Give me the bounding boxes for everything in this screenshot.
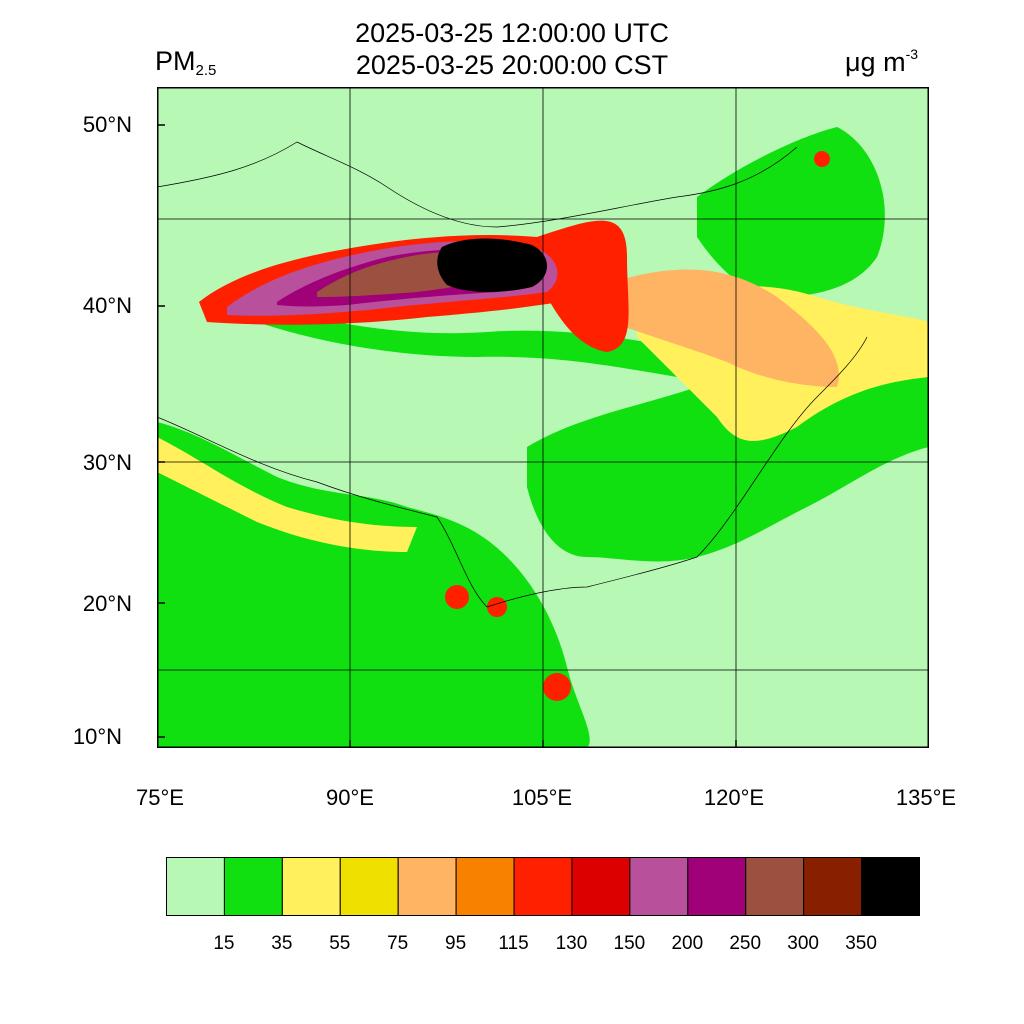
lon-label-135e: 135°E (895, 785, 957, 810)
colorbar-box (339, 857, 399, 916)
concentration-field (157, 127, 929, 748)
colorbar-label: 150 (613, 933, 646, 954)
border-himalaya (157, 416, 488, 608)
colorbar-box (281, 857, 341, 916)
field-green-northeast (697, 127, 885, 297)
variable-name: PM (155, 46, 196, 76)
colorbar-box (223, 857, 283, 916)
lat-label-40n: 40°N (82, 293, 132, 318)
lat-label-20n: 20°N (82, 591, 132, 616)
field-yellow-tibet (157, 437, 417, 552)
lon-label-105e: 105°E (511, 785, 573, 810)
coastline-east (756, 336, 868, 478)
colorbar-box (455, 857, 515, 916)
colorbar-box (861, 857, 920, 916)
variable-subscript: 2.5 (195, 62, 217, 79)
colorbar (166, 857, 920, 916)
colorbar-box (513, 857, 573, 916)
colorbar-box (397, 857, 457, 916)
colorbar-box (745, 857, 805, 916)
pm25-concentration-map (157, 87, 929, 748)
lat-label-30n: 30°N (82, 450, 132, 475)
unit-exponent: -3 (905, 46, 919, 62)
unit-label: μg m-3 (845, 46, 918, 78)
graticule (157, 87, 929, 748)
field-orange-plume (597, 269, 839, 387)
field-hotspot-myanmar (445, 585, 469, 609)
colorbar-label: 55 (329, 933, 351, 954)
colorbar-label: 130 (555, 933, 588, 954)
colorbar-label: 15 (213, 933, 235, 954)
colorbar-label: 75 (387, 933, 409, 954)
lat-label-50n: 50°N (82, 112, 132, 137)
lat-label-10n: 10°N (72, 724, 122, 749)
border-north (157, 141, 798, 228)
border-south-china (486, 476, 758, 608)
variable-label: PM2.5 (155, 46, 216, 79)
field-green-north (257, 302, 677, 377)
colorbar-box (629, 857, 689, 916)
lon-label-90e: 90°E (326, 785, 374, 810)
colorbar-label: 35 (271, 933, 293, 954)
colorbar-label: 300 (787, 933, 819, 954)
colorbar-box (803, 857, 863, 916)
map-title-utc: 2025-03-25 12:00:00 UTC (355, 18, 669, 48)
colorbar-label: 115 (498, 933, 529, 954)
map-border (157, 87, 929, 748)
colorbar-label: 350 (845, 933, 877, 954)
lon-label-75e: 75°E (136, 785, 184, 810)
field-black-core (437, 238, 547, 293)
map-title-cst: 2025-03-25 20:00:00 CST (355, 50, 669, 80)
colorbar-box (571, 857, 631, 916)
lon-label-120e: 120°E (703, 785, 765, 810)
field-hotspot-northeast (814, 151, 830, 167)
field-hotspot-laos (487, 597, 507, 617)
country-borders (157, 141, 868, 608)
colorbar-label: 200 (671, 933, 704, 954)
colorbar-label: 95 (445, 933, 467, 954)
colorbar-label: 250 (729, 933, 762, 954)
field-hotspot-cambodia (543, 673, 571, 701)
unit-base: μg m (845, 47, 906, 77)
colorbar-box (166, 857, 225, 916)
colorbar-box (687, 857, 747, 916)
